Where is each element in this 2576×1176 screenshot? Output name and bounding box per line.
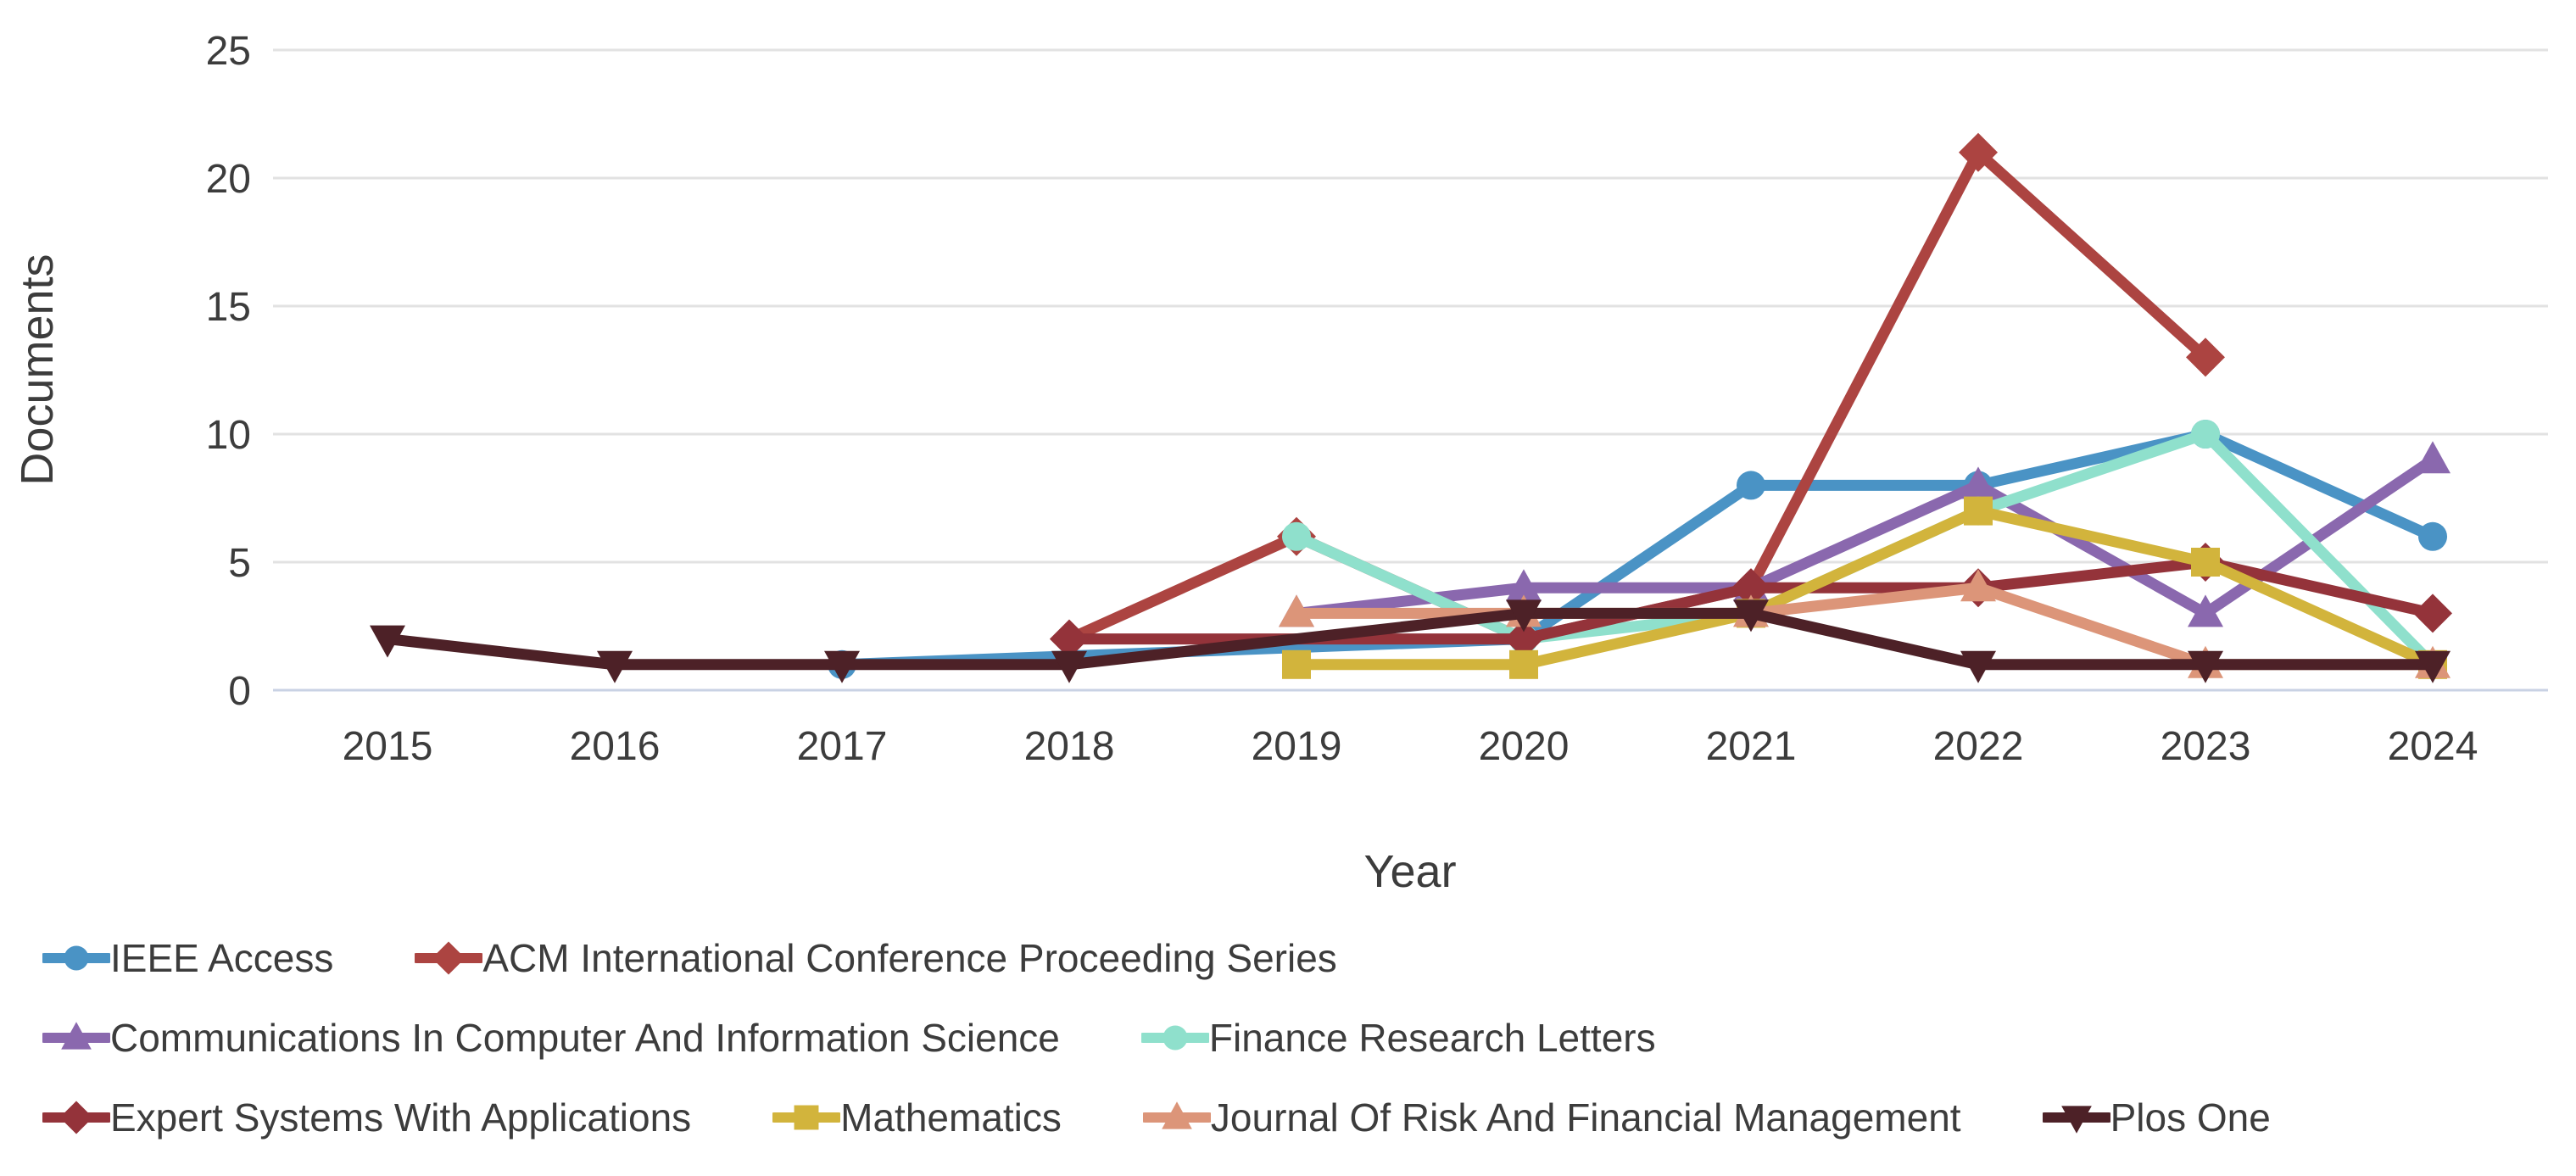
svg-text:2019: 2019 [1252, 724, 1342, 769]
svg-text:2021: 2021 [1706, 724, 1797, 769]
legend-item-mathematics: Mathematics [772, 1095, 1062, 1140]
legend-item-expert-systems: Expert Systems With Applications [42, 1095, 691, 1140]
svg-text:2022: 2022 [1933, 724, 2024, 769]
svg-text:2023: 2023 [2161, 724, 2251, 769]
gridlines [273, 48, 2548, 692]
chart-legend: IEEE Access ACM International Conference… [0, 911, 2576, 1140]
x-axis-title: Year [1363, 846, 1456, 897]
legend-item-plos-one: Plos One [2042, 1095, 2271, 1140]
svg-text:2020: 2020 [1479, 724, 1570, 769]
documents-per-year-chart: 0 5 10 15 20 25 2015 2016 2017 2018 2019 2020 2021 2… [12, 29, 2548, 897]
svg-text:2024: 2024 [2388, 724, 2478, 769]
svg-text:2017: 2017 [797, 724, 888, 769]
expert-systems-line-marker-icon [42, 1101, 110, 1134]
legend-row-3: Expert Systems With Applications Mathema… [42, 1095, 2576, 1140]
legend-item-ieee-access: IEEE Access [42, 935, 333, 981]
svg-text:2015: 2015 [343, 724, 433, 769]
x-axis-tick-labels: 2015 2016 2017 2018 2019 2020 2021 2022 2023 2024 [343, 724, 2478, 769]
legend-label: Finance Research Letters [1208, 1016, 1656, 1060]
legend-label: Plos One [2110, 1095, 2271, 1140]
svg-text:0: 0 [228, 669, 251, 714]
journal-of-risk-line-marker-icon [1142, 1101, 1211, 1129]
series-lines [370, 132, 2452, 683]
svg-text:10: 10 [206, 413, 251, 458]
communications-ccis-line-marker-icon [42, 1022, 110, 1050]
legend-row-2: Communications In Computer And Informati… [42, 1015, 2576, 1061]
svg-text:2016: 2016 [570, 724, 661, 769]
svg-text:5: 5 [228, 541, 251, 586]
legend-item-acm-proceedings: ACM International Conference Proceeding … [415, 935, 1337, 981]
legend-label: Journal Of Risk And Financial Management [1210, 1095, 1961, 1140]
svg-text:25: 25 [206, 29, 251, 74]
plos-one-line-marker-icon [2042, 1106, 2110, 1134]
y-axis-title: Documents [12, 254, 63, 485]
legend-label: ACM International Conference Proceeding … [482, 936, 1337, 980]
legend-label: Expert Systems With Applications [110, 1095, 692, 1140]
svg-text:15: 15 [206, 285, 251, 330]
legend-label: IEEE Access [110, 936, 334, 980]
legend-label: Mathematics [840, 1095, 1062, 1140]
y-axis-tick-labels: 0 5 10 15 20 25 [206, 29, 251, 714]
finance-research-letters-line-marker-icon [1140, 1025, 1209, 1051]
legend-row-1: IEEE Access ACM International Conference… [42, 935, 2576, 981]
svg-text:20: 20 [206, 157, 251, 202]
legend-item-communications-ccis: Communications In Computer And Informati… [42, 1015, 1060, 1061]
legend-label: Communications In Computer And Informati… [110, 1016, 1060, 1060]
acm-proceedings-line-marker-icon [415, 941, 483, 975]
legend-item-finance-research-letters: Finance Research Letters [1140, 1015, 1656, 1061]
mathematics-line-marker-icon [772, 1105, 841, 1130]
legend-item-journal-of-risk: Journal Of Risk And Financial Management [1142, 1095, 1961, 1140]
ieee-access-line-marker-icon [42, 945, 110, 971]
svg-text:2018: 2018 [1024, 724, 1115, 769]
